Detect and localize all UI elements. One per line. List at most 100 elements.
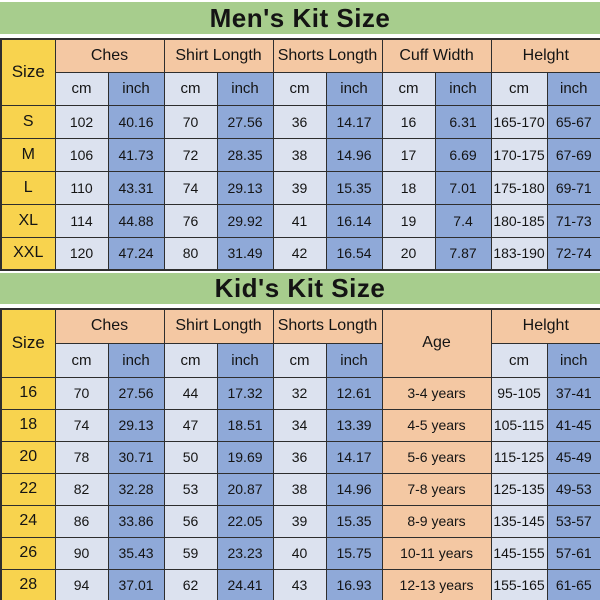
value-cell: 33.86 <box>107 504 165 538</box>
unit-header-inch: inch <box>325 71 383 106</box>
value-cell: 34 <box>272 408 327 442</box>
value-cell: 23.23 <box>216 536 274 570</box>
value-cell: 17 <box>381 137 436 172</box>
value-cell: 14.17 <box>325 440 383 474</box>
value-cell: 115-125 <box>490 440 548 474</box>
value-cell: 16.14 <box>325 203 383 238</box>
value-cell: 70 <box>163 104 218 139</box>
value-cell: 53 <box>163 472 218 506</box>
value-cell: 102 <box>54 104 109 139</box>
value-cell: 72-74 <box>546 236 600 271</box>
value-cell: 13.39 <box>325 408 383 442</box>
men-title-band: Men's Kit Size <box>0 2 600 34</box>
value-cell: 6.69 <box>434 137 492 172</box>
value-cell: 90 <box>54 536 109 570</box>
value-cell: 35.43 <box>107 536 165 570</box>
value-cell: 106 <box>54 137 109 172</box>
men-group-header-cuff-width: Cuff Width <box>381 38 492 73</box>
value-cell: 16.54 <box>325 236 383 271</box>
value-cell: 175-180 <box>490 170 548 205</box>
unit-header-inch: inch <box>216 71 274 106</box>
value-cell: 14.17 <box>325 104 383 139</box>
value-cell: 7.4 <box>434 203 492 238</box>
value-cell: 18.51 <box>216 408 274 442</box>
value-cell: 20 <box>381 236 436 271</box>
table-row: 28 94 37.01 62 24.41 43 16.93 12-13 years 155-16… <box>0 568 600 600</box>
value-cell: 40.16 <box>107 104 165 139</box>
value-cell: 3-4 years <box>381 376 492 410</box>
value-cell: 15.35 <box>325 504 383 538</box>
kid-age-header: Age <box>381 308 492 378</box>
table-row: 24 86 33.86 56 22.05 39 15.35 8-9 years 135-145 5… <box>0 504 600 538</box>
men-table-header: Size Ches Shirt Longth Shorts Longth Cuf… <box>0 38 600 106</box>
table-row: XL 114 44.88 76 29.92 41 16.14 19 7.4 180-185 71-7… <box>0 203 600 238</box>
kid-table-body: 16 70 27.56 44 17.32 32 12.61 3-4 years 95-105 37… <box>0 376 600 600</box>
kid-size-header: Size <box>0 308 56 378</box>
size-cell: 26 <box>0 536 56 570</box>
value-cell: 19.69 <box>216 440 274 474</box>
value-cell: 24.41 <box>216 568 274 600</box>
value-cell: 32.28 <box>107 472 165 506</box>
value-cell: 41-45 <box>546 408 600 442</box>
unit-header-cm: cm <box>381 71 436 106</box>
value-cell: 78 <box>54 440 109 474</box>
value-cell: 56 <box>163 504 218 538</box>
kid-title: Kid's Kit Size <box>214 273 386 303</box>
value-cell: 5-6 years <box>381 440 492 474</box>
unit-header-cm: cm <box>272 342 327 378</box>
unit-header-cm: cm <box>490 71 548 106</box>
value-cell: 53-57 <box>546 504 600 538</box>
value-cell: 14.96 <box>325 472 383 506</box>
value-cell: 76 <box>163 203 218 238</box>
value-cell: 44 <box>163 376 218 410</box>
value-cell: 170-175 <box>490 137 548 172</box>
value-cell: 16.93 <box>325 568 383 600</box>
value-cell: 22.05 <box>216 504 274 538</box>
value-cell: 125-135 <box>490 472 548 506</box>
value-cell: 36 <box>272 104 327 139</box>
unit-header-inch: inch <box>546 71 600 106</box>
value-cell: 7.01 <box>434 170 492 205</box>
table-row: S 102 40.16 70 27.56 36 14.17 16 6.31 165-170 65-6… <box>0 104 600 139</box>
value-cell: 42 <box>272 236 327 271</box>
value-cell: 38 <box>272 472 327 506</box>
kid-group-header-shorts-length: Shorts Longth <box>272 308 383 344</box>
unit-header-inch: inch <box>434 71 492 106</box>
size-cell: S <box>0 104 56 139</box>
value-cell: 4-5 years <box>381 408 492 442</box>
size-cell: 24 <box>0 504 56 538</box>
unit-header-cm: cm <box>163 342 218 378</box>
table-row: L 110 43.31 74 29.13 39 15.35 18 7.01 175-180 69-7… <box>0 170 600 205</box>
value-cell: 7-8 years <box>381 472 492 506</box>
unit-header-inch: inch <box>325 342 383 378</box>
size-cell: 22 <box>0 472 56 506</box>
value-cell: 70 <box>54 376 109 410</box>
value-cell: 19 <box>381 203 436 238</box>
value-cell: 145-155 <box>490 536 548 570</box>
value-cell: 20.87 <box>216 472 274 506</box>
unit-header-inch: inch <box>216 342 274 378</box>
value-cell: 49-53 <box>546 472 600 506</box>
value-cell: 29.13 <box>216 170 274 205</box>
value-cell: 57-61 <box>546 536 600 570</box>
value-cell: 95-105 <box>490 376 548 410</box>
value-cell: 62 <box>163 568 218 600</box>
value-cell: 82 <box>54 472 109 506</box>
value-cell: 69-71 <box>546 170 600 205</box>
value-cell: 50 <box>163 440 218 474</box>
value-cell: 8-9 years <box>381 504 492 538</box>
value-cell: 30.71 <box>107 440 165 474</box>
value-cell: 180-185 <box>490 203 548 238</box>
table-row: 26 90 35.43 59 23.23 40 15.75 10-11 years 145-15… <box>0 536 600 570</box>
value-cell: 155-165 <box>490 568 548 600</box>
unit-header-cm: cm <box>163 71 218 106</box>
value-cell: 67-69 <box>546 137 600 172</box>
size-cell: XL <box>0 203 56 238</box>
unit-header-inch: inch <box>546 342 600 378</box>
value-cell: 38 <box>272 137 327 172</box>
kid-size-table: Size Ches Shirt Longth Shorts Longth Age… <box>0 308 600 600</box>
men-title: Men's Kit Size <box>209 3 391 33</box>
table-row: 16 70 27.56 44 17.32 32 12.61 3-4 years 95-105 37… <box>0 376 600 410</box>
kid-table-header: Size Ches Shirt Longth Shorts Longth Age… <box>0 308 600 378</box>
value-cell: 94 <box>54 568 109 600</box>
